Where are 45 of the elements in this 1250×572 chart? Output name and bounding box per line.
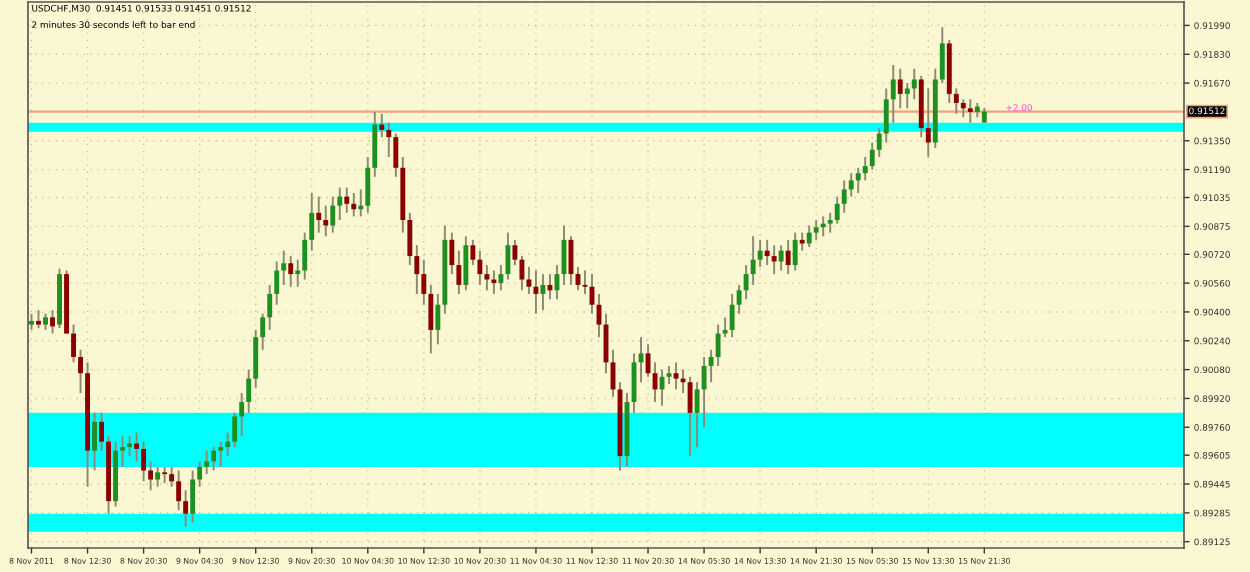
candlestick <box>764 238 770 267</box>
candlestick <box>715 323 721 367</box>
candlestick <box>841 179 847 214</box>
candlestick <box>666 365 672 385</box>
candlestick <box>925 87 931 158</box>
candlestick <box>848 172 854 198</box>
candlestick <box>176 469 182 512</box>
candlestick <box>351 192 357 218</box>
candlestick <box>141 440 147 483</box>
candlestick <box>785 238 791 276</box>
candlestick <box>771 244 777 276</box>
candlestick <box>316 195 322 234</box>
candlestick <box>533 269 539 315</box>
candlestick <box>540 273 546 312</box>
candlestick <box>330 195 336 234</box>
candlestick <box>778 244 784 272</box>
candlestick <box>211 446 217 472</box>
candlestick <box>701 356 707 429</box>
candlestick <box>659 368 665 407</box>
candlestick <box>50 309 55 335</box>
candlestick <box>547 273 553 301</box>
candlestick <box>687 375 693 458</box>
candlestick <box>750 235 756 286</box>
candlestick <box>729 292 735 339</box>
candlestick <box>463 235 469 292</box>
candlestick <box>288 255 294 288</box>
candlestick <box>757 238 763 268</box>
candlestick <box>155 465 161 488</box>
candlestick <box>92 411 98 472</box>
candlestick <box>323 204 329 238</box>
candlestick <box>967 98 973 124</box>
candlestick <box>218 440 224 468</box>
candlestick <box>813 219 819 241</box>
candlestick <box>960 98 966 119</box>
candlestick <box>190 469 196 524</box>
candlestick <box>344 186 350 214</box>
candlestick <box>36 309 41 330</box>
candlestick <box>134 431 140 463</box>
candlestick <box>673 361 679 391</box>
candlestick <box>379 112 385 139</box>
candlestick <box>792 231 798 272</box>
candlestick <box>470 238 476 267</box>
candlestick <box>897 67 903 110</box>
candlestick <box>911 67 917 101</box>
candlestick <box>806 224 812 249</box>
